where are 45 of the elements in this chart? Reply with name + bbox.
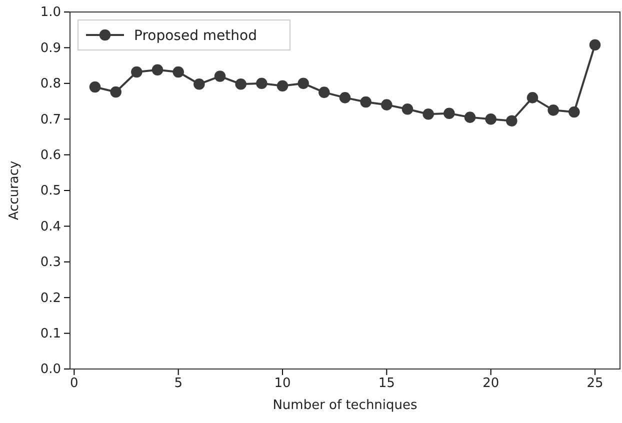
y-tick-label: 0.9: [40, 40, 61, 56]
point: [131, 66, 142, 78]
y-tick-label: 0.4: [40, 219, 61, 234]
x-axis-title: Number of techniques: [272, 398, 418, 413]
y-tick-label: 0.1: [40, 326, 61, 342]
legend-label: Proposed method: [134, 28, 257, 44]
point: [152, 64, 164, 76]
y-axis-title: Accuracy: [7, 160, 22, 220]
y-tick-label: 0.6: [40, 148, 61, 163]
y-tick-label: 0.3: [40, 255, 61, 270]
x-tick-label: 10: [274, 376, 291, 392]
point: [214, 70, 226, 82]
point: [339, 92, 351, 104]
y-tick-label: 1.0: [40, 5, 61, 20]
x-tick-label: 0: [70, 376, 78, 392]
point: [526, 92, 538, 104]
point: [276, 80, 288, 92]
x-tick-label: 15: [378, 376, 395, 392]
x-tick-label: 5: [174, 376, 182, 392]
point: [318, 86, 330, 98]
point: [422, 108, 434, 120]
point: [381, 99, 392, 110]
point: [402, 103, 414, 115]
point: [172, 66, 184, 78]
point: [235, 78, 246, 90]
point: [110, 86, 122, 98]
point: [256, 78, 268, 90]
y-tick-label: 0.7: [40, 112, 61, 128]
point: [568, 106, 580, 118]
y-tick-label: 0.8: [40, 76, 61, 92]
point: [89, 81, 101, 93]
point: [589, 39, 601, 50]
y-tick-label: 0.2: [40, 290, 61, 306]
point: [548, 104, 559, 116]
point: [360, 96, 372, 108]
point: [298, 78, 309, 90]
point: [444, 108, 455, 120]
point: [464, 112, 476, 123]
point: [194, 78, 205, 90]
y-tick-label: 0.5: [40, 184, 61, 199]
point: [506, 115, 518, 127]
x-tick-label: 20: [482, 376, 500, 392]
point: [485, 113, 496, 125]
x-tick-label: 25: [586, 376, 604, 392]
y-tick-label: 0.0: [40, 362, 61, 378]
